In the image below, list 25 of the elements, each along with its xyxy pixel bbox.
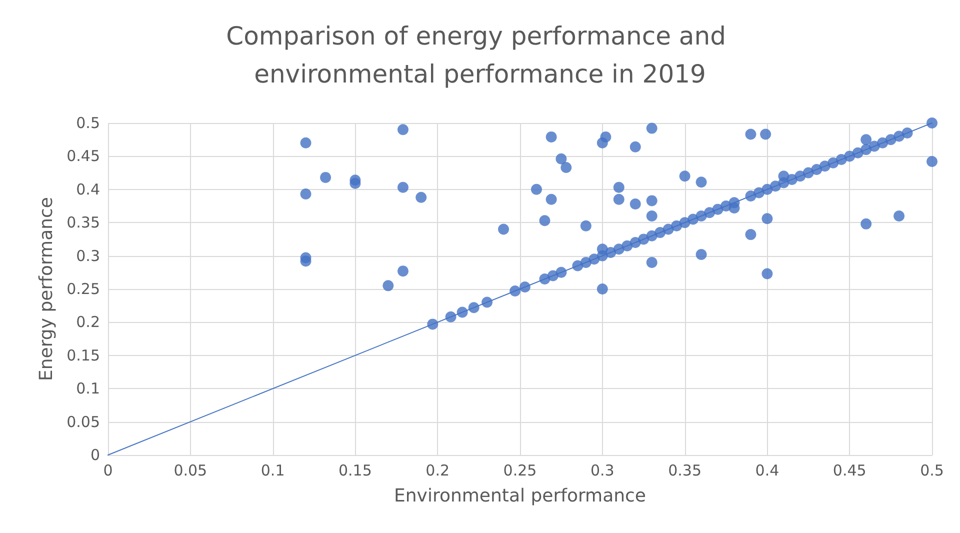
y-tick-label: 0.15 xyxy=(66,346,100,364)
x-tick-label: 0.1 xyxy=(260,462,285,480)
chart-title: Comparison of energy performance and environmental performance in 2019 xyxy=(226,22,734,88)
y-tick-label: 0.2 xyxy=(76,313,100,332)
y-tick-label: 0.5 xyxy=(76,114,100,132)
x-axis-title: Environmental performance xyxy=(394,486,646,506)
y-tick-label: 0.1 xyxy=(76,380,100,398)
x-tick-label: 0.4 xyxy=(755,462,780,480)
x-tick-label: 0.5 xyxy=(920,462,944,480)
x-tick-label: 0.45 xyxy=(832,462,866,480)
x-tick-label: 0.35 xyxy=(668,462,702,480)
y-tick-label: 0 xyxy=(90,446,100,464)
x-tick-label: 0.15 xyxy=(338,462,372,480)
x-tick-label: 0.2 xyxy=(426,462,450,480)
y-axis-title: Energy performance xyxy=(36,196,58,382)
y-tick-label: 0.45 xyxy=(66,147,100,166)
y-tick-label: 0.25 xyxy=(66,280,100,298)
x-tick-label: 0.3 xyxy=(590,462,614,480)
x-tick-label: 0 xyxy=(103,462,113,480)
y-tick-label: 0.35 xyxy=(66,214,100,232)
y-tick-label: 0.3 xyxy=(76,246,100,265)
y-tick-label: 0.4 xyxy=(76,180,100,198)
x-tick-label: 0.25 xyxy=(503,462,537,480)
y-tick-label: 0.05 xyxy=(66,412,100,431)
x-tick-label: 0.05 xyxy=(174,462,208,480)
